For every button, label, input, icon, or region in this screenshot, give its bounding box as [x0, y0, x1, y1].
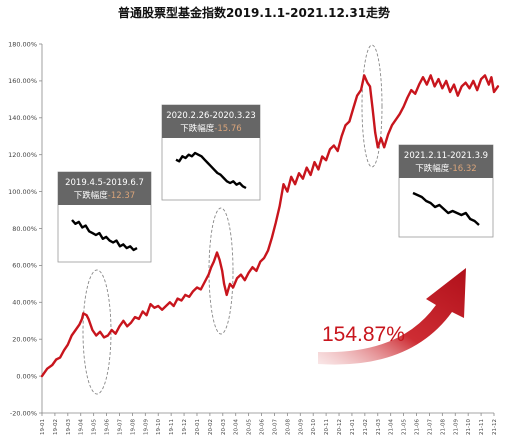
x-tick-label: 20-03	[221, 419, 227, 435]
x-tick-label: 21-03	[376, 419, 382, 435]
drawdown-amount: 下跌幅度-16.32	[415, 163, 476, 174]
drawdown-label: 下跌幅度	[415, 163, 450, 174]
y-axis: -20.00% 0.00% 20.00% 40.00% 60.00% 80.00% 100.…	[8, 40, 43, 417]
x-tick-label: 20-09	[298, 419, 304, 435]
y-tick-label: -20.00%	[10, 409, 37, 417]
x-tick-label: 19-01	[40, 419, 46, 435]
x-tick-label: 21-06	[415, 419, 421, 435]
y-tick-label: 40.00%	[12, 299, 37, 307]
drawdown-period: 2019.4.5-2019.6.7	[65, 178, 144, 188]
x-tick-label: 19-05	[92, 419, 98, 435]
drawdown-box: 2019.4.5-2019.6.7 下跌幅度-12.37	[57, 171, 152, 263]
drawdown-ellipse	[361, 44, 383, 168]
y-tick-label: 180.00%	[8, 40, 37, 48]
x-tick-label: 21-02	[363, 419, 369, 435]
drawdown-value: -12.37	[108, 191, 135, 201]
drawdown-amount: 下跌幅度-12.37	[74, 190, 135, 201]
x-tick-label: 21-07	[427, 419, 433, 435]
drawdown-sparkline	[71, 219, 138, 252]
y-tick-label: 140.00%	[8, 114, 37, 122]
x-tick-label: 20-10	[311, 419, 317, 435]
drawdown-amount: 下跌幅度-15.76	[180, 123, 241, 134]
x-tick-label: 19-10	[156, 419, 162, 435]
drawdown-period: 2020.2.26-2020.3.23	[166, 111, 256, 121]
x-tick-label: 19-04	[79, 419, 85, 435]
x-tick-label: 20-12	[337, 419, 343, 435]
drawdown-boxes: 2019.4.5-2019.6.7下跌幅度-12.372020.2.26-202…	[57, 104, 494, 263]
drawdown-box-header	[399, 145, 493, 178]
drawdown-value: -16.32	[449, 164, 476, 174]
x-tick-label: 19-07	[117, 419, 123, 435]
drawdown-period: 2021.2.11-2021.3.9	[404, 151, 488, 161]
x-tick-label: 19-03	[66, 419, 72, 435]
x-tick-label: 21-05	[402, 419, 408, 435]
drawdown-sparkline	[175, 151, 247, 190]
y-tick-label: 20.00%	[12, 336, 37, 344]
x-tick-label: 19-12	[182, 419, 188, 435]
x-tick-label: 20-11	[324, 419, 330, 435]
x-tick-label: 20-06	[260, 419, 266, 435]
x-tick-label: 21-08	[440, 419, 446, 435]
index-line	[40, 74, 500, 378]
x-tick-label: 19-02	[53, 419, 59, 435]
x-tick-label: 21-10	[466, 419, 472, 435]
x-tick-label: 21-12	[492, 419, 498, 435]
drawdown-box: 2020.2.26-2020.3.23 下跌幅度-15.76	[161, 104, 261, 201]
x-tick-label: 21-09	[453, 419, 459, 435]
drawdown-box: 2021.2.11-2021.3.9 下跌幅度-16.32	[398, 144, 494, 238]
drawdown-label: 下跌幅度	[74, 190, 109, 201]
x-tick-label: 20-07	[272, 419, 278, 435]
drawdown-box-header	[58, 172, 151, 205]
drawdown-value: -15.76	[214, 124, 241, 134]
x-tick-label: 20-04	[234, 419, 240, 435]
y-tick-label: 120.00%	[8, 151, 37, 159]
x-tick-label: 20-08	[285, 419, 291, 435]
x-tick-label: 21-04	[389, 419, 395, 435]
x-tick-label: 19-09	[143, 419, 149, 435]
x-tick-label: 19-11	[169, 419, 175, 435]
x-tick-label: 20-02	[208, 419, 214, 435]
x-tick-label: 21-01	[350, 419, 356, 435]
x-tick-label: 20-05	[247, 419, 253, 435]
total-return-label: 154.87%	[322, 323, 405, 346]
y-tick-label: 80.00%	[12, 225, 37, 233]
drawdown-ellipse	[82, 269, 112, 395]
chart-title: 普通股票型基金指数2019.1.1-2021.12.31走势	[118, 5, 390, 20]
drawdown-box-header	[162, 105, 260, 138]
x-tick-label: 21-11	[479, 419, 485, 435]
y-tick-label: 100.00%	[8, 188, 37, 196]
rise-arrow	[318, 268, 466, 365]
drawdown-sparkline	[412, 191, 480, 226]
y-tick-label: 0.00%	[16, 372, 37, 380]
x-tick-label: 20-01	[195, 419, 201, 435]
y-tick-label: 60.00%	[12, 262, 37, 270]
x-tick-label: 19-06	[105, 419, 111, 435]
y-tick-label: 160.00%	[8, 77, 37, 85]
arrow-icon	[318, 268, 466, 365]
drawdown-label: 下跌幅度	[180, 123, 215, 134]
x-axis: 19-01 19-02 19-03 19-04 19-05 19-06 19-07 19-08…	[40, 412, 498, 435]
x-tick-label: 19-08	[130, 419, 136, 435]
